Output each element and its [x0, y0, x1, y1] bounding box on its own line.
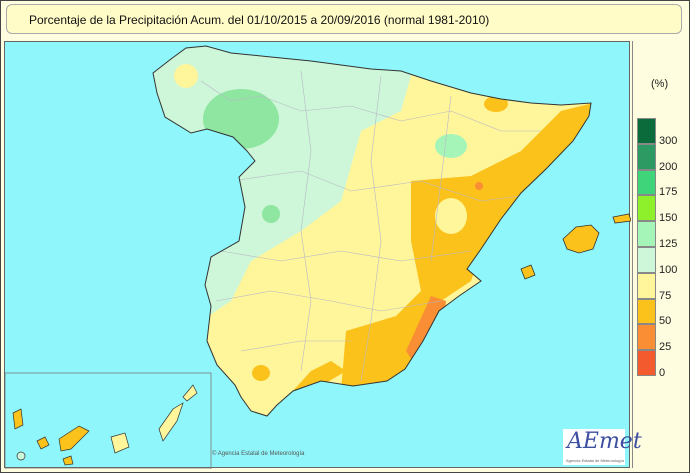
- legend-label: 100: [659, 263, 678, 276]
- very-dry-zone: [484, 96, 508, 112]
- legend-label: 175: [659, 186, 678, 199]
- canary-islands: [12, 384, 198, 466]
- legend-swatch: [637, 272, 656, 299]
- dry-zone: [174, 64, 198, 88]
- wet-zone: [203, 89, 279, 149]
- title-bar: Porcentaje de la Precipitación Acum. del…: [6, 4, 682, 34]
- legend-label: 125: [659, 238, 678, 250]
- dry-zone: [435, 198, 467, 234]
- map-svg: [4, 45, 632, 470]
- legend: (%) 300 200 175 150 125 100 75 50 25 0: [632, 41, 687, 468]
- map-title: Porcentaje de la Precipitación Acum. del…: [29, 13, 490, 27]
- spain-coastline: [152, 45, 592, 417]
- legend-swatch: [637, 143, 656, 170]
- menorca: [612, 213, 632, 224]
- ibiza: [520, 264, 536, 280]
- logo-text: AEmet: [567, 429, 642, 454]
- very-dry-zone: [252, 365, 270, 381]
- very-dry-zone: [341, 101, 591, 391]
- legend-swatch: [637, 350, 656, 376]
- legend-label: 150: [659, 212, 678, 225]
- legend-label: 0: [659, 367, 666, 379]
- legend-unit: (%): [651, 78, 669, 90]
- driest-zone: [406, 296, 446, 366]
- aemet-logo: AEmet Agencia Estatal de Meteorología: [563, 429, 642, 465]
- legend-swatch: [637, 195, 656, 222]
- wet-zone: [262, 205, 280, 223]
- legend-label: 200: [659, 160, 678, 173]
- legend-label: 300: [659, 134, 678, 147]
- legend-label: 75: [659, 289, 672, 302]
- legend-label: 25: [659, 341, 672, 354]
- legend-swatch: [637, 324, 656, 351]
- logo-subtitle: Agencia Estatal de Meteorología: [566, 458, 624, 463]
- province-borders: [200, 70, 541, 382]
- legend-label: 50: [659, 315, 672, 328]
- copyright-credit: © Agencia Estatal de Meteorología: [212, 451, 305, 457]
- legend-swatch: [637, 169, 656, 196]
- legend-swatch: [637, 298, 656, 325]
- canary-inset: [4, 372, 212, 470]
- driest-zone: [475, 182, 483, 190]
- legend-swatch: [637, 247, 656, 273]
- legend-swatch: [637, 118, 656, 144]
- legend-swatch: [637, 221, 656, 247]
- wet-zone: [435, 134, 467, 158]
- spain-precipitation: [153, 46, 591, 416]
- precipitation-map: [4, 41, 632, 470]
- balearic-islands: [520, 213, 632, 280]
- mallorca: [562, 224, 600, 254]
